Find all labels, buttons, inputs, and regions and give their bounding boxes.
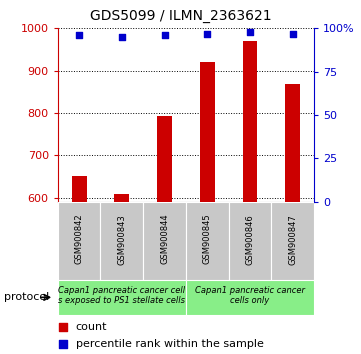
Text: GSM900843: GSM900843 [117,214,126,264]
Point [76,33,82,38]
Text: Capan1 pancreatic cancer cell
s exposed to PS1 stellate cells: Capan1 pancreatic cancer cell s exposed … [58,286,186,305]
Bar [186,202,229,280]
Bar [186,280,314,315]
Point [290,31,296,36]
Bar [71,176,87,354]
Bar [157,116,172,354]
Text: Capan1 pancreatic cancer
cells only: Capan1 pancreatic cancer cells only [195,286,305,305]
Text: GSM900844: GSM900844 [160,214,169,264]
Text: protocol: protocol [4,292,49,302]
Text: GSM900847: GSM900847 [288,214,297,264]
Text: count: count [76,321,107,332]
Text: GSM900842: GSM900842 [75,214,84,264]
Point [60,324,66,329]
Text: GSM900845: GSM900845 [203,214,212,264]
Bar [58,202,100,280]
Bar [100,202,143,280]
Text: percentile rank within the sample: percentile rank within the sample [76,339,264,349]
Bar [271,202,314,280]
Point [119,34,125,40]
Point [204,31,210,36]
Point [60,341,66,347]
Bar [58,280,186,315]
Point [162,33,168,38]
Bar [200,62,215,354]
Bar [229,202,271,280]
Bar [243,41,257,354]
Point [247,29,253,35]
Text: GSM900846: GSM900846 [245,214,255,264]
Text: GDS5099 / ILMN_2363621: GDS5099 / ILMN_2363621 [90,9,271,23]
Bar [114,194,129,354]
Bar [143,202,186,280]
Bar [285,84,300,354]
